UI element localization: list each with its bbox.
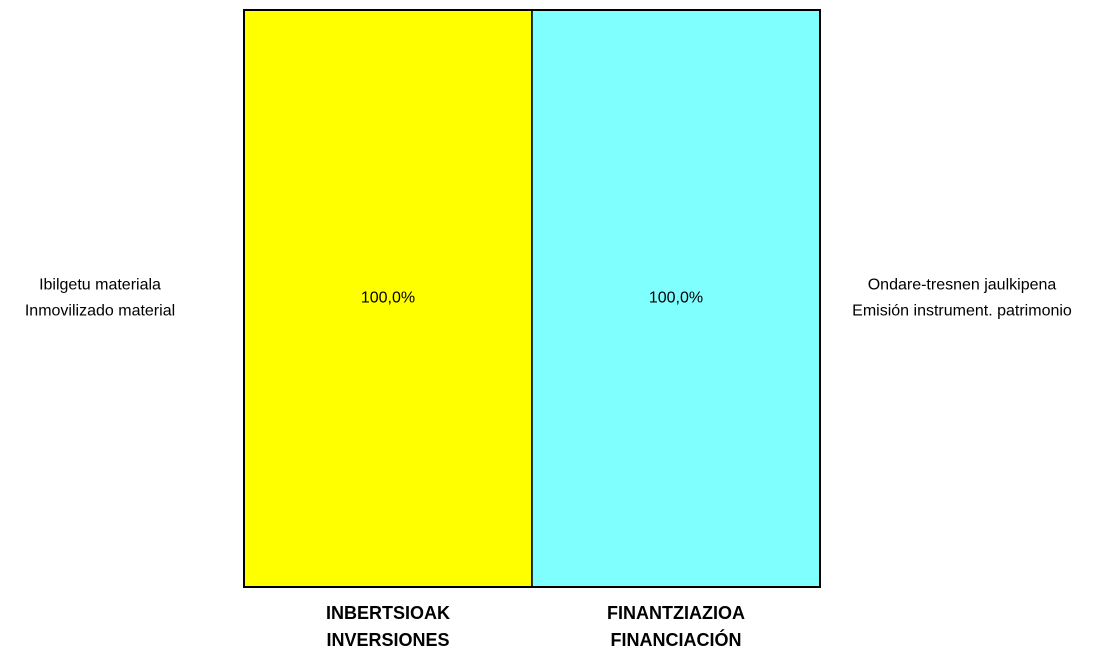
- series-label: Emisión instrument. patrimonio: [852, 303, 1072, 320]
- series-label: Inmovilizado material: [25, 303, 175, 320]
- bar: [243, 9, 533, 588]
- x-tick-label: FINANTZIAZIOA: [607, 603, 745, 623]
- plot-border: [243, 9, 821, 588]
- bar: [531, 9, 821, 588]
- x-tick-label: INBERTSIOAK: [326, 603, 450, 623]
- x-tick-label: INVERSIONES: [326, 630, 449, 650]
- data-label: 100,0%: [649, 290, 703, 307]
- x-tick-label: FINANCIACIÓN: [611, 629, 742, 650]
- data-label: 100,0%: [361, 290, 415, 307]
- series-label: Ibilgetu materiala: [39, 277, 161, 294]
- series-label: Ondare-tresnen jaulkipena: [868, 277, 1057, 294]
